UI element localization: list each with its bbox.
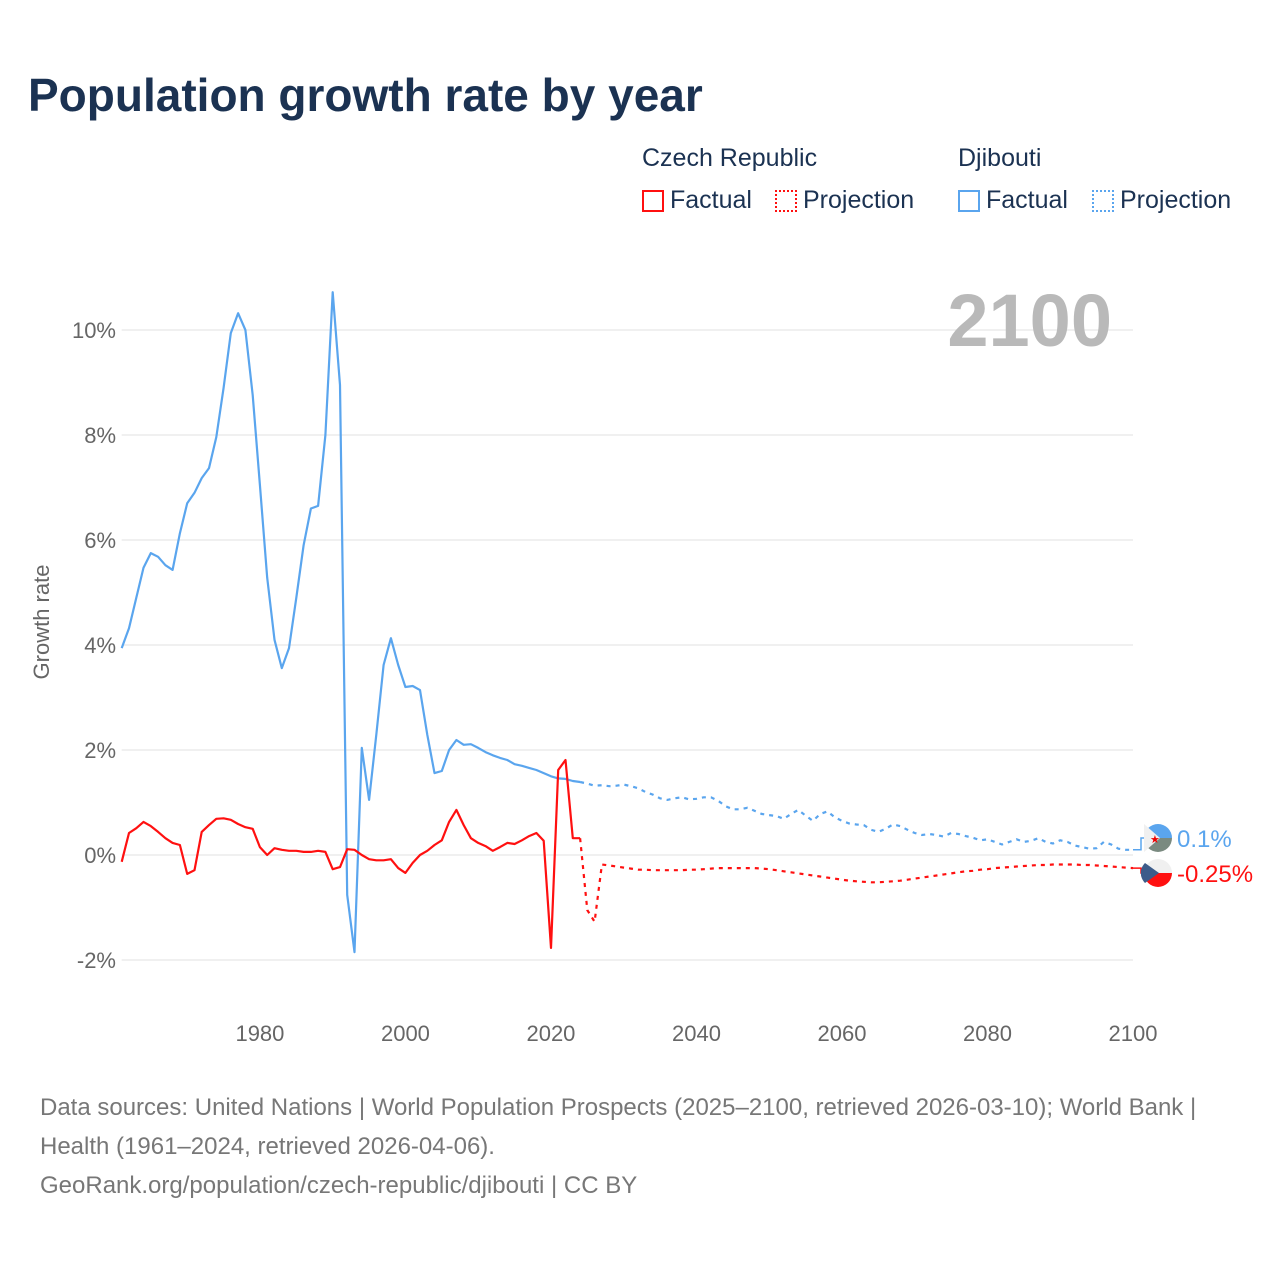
x-tick-label: 2040 [672,1021,721,1046]
legend-swatch-dotted [1092,189,1114,212]
x-tick-label: 2020 [526,1021,575,1046]
legend-swatch-solid [958,189,980,212]
y-tick-label: 10% [72,318,116,343]
legend-label: Factual [670,186,752,214]
x-tick-label: 1980 [235,1021,284,1046]
legend-label: Projection [1120,186,1232,214]
x-tick-label: 2060 [818,1021,867,1046]
legend-swatch-solid [642,189,664,212]
y-tick-label: 0% [84,843,116,868]
series-projection-djibouti [579,780,1133,851]
source-link[interactable]: GeoRank.org/population/czech-republic/dj… [40,1172,638,1199]
current-year-label: 2100 [947,279,1112,362]
djibouti-flag-icon-triangle [1144,824,1160,852]
czech-flag-icon-triangle [1140,863,1159,883]
data-sources: Data sources: United Nations | World Pop… [40,1094,1197,1160]
y-tick-label: -2% [77,948,116,973]
series-factual-czech-republic [120,758,581,950]
legend-group-djibouti: Djibouti [958,144,1042,172]
series-projection-czech-republic [579,838,1134,925]
y-tick-label: 2% [84,738,116,763]
legend-label: Projection [803,186,915,214]
series-factual-djibouti [120,291,581,954]
end-value-label: 0.1% [1177,826,1232,853]
legend-czech-projection[interactable]: Projection [775,186,914,215]
legend-djibouti-projection[interactable]: Projection [1092,186,1231,215]
legend-group-czech: Czech Republic [642,144,818,172]
legend-swatch-dotted [775,189,797,212]
legend-djibouti-factual[interactable]: Factual [958,186,1068,215]
chart-title: Population growth rate by year [28,69,703,121]
end-value-label: -0.25% [1177,861,1253,888]
x-tick-label: 2080 [963,1021,1012,1046]
legend-label: Factual [986,186,1068,214]
flag-star-icon: ★ [1150,834,1160,846]
y-axis-label: Growth rate [29,564,54,680]
footer: Data sources: United Nations | World Pop… [40,1088,1240,1205]
y-tick-label: 8% [84,423,116,448]
x-tick-label: 2100 [1109,1021,1158,1046]
legend-czech-factual[interactable]: Factual [642,186,752,215]
y-tick-label: 4% [84,633,116,658]
x-tick-label: 2000 [381,1021,430,1046]
y-tick-label: 6% [84,528,116,553]
